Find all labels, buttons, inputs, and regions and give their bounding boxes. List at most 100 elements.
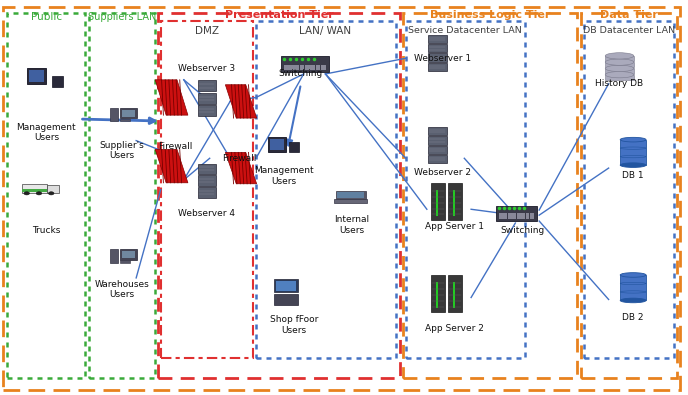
- Bar: [508, 213, 512, 219]
- Bar: [30, 70, 44, 82]
- Ellipse shape: [620, 137, 646, 142]
- Bar: [120, 249, 137, 260]
- Polygon shape: [155, 149, 188, 183]
- Bar: [521, 213, 525, 219]
- Text: Data Tier: Data Tier: [600, 10, 658, 20]
- Bar: [605, 56, 634, 61]
- Bar: [120, 119, 130, 121]
- Text: Supplier's
Users: Supplier's Users: [100, 141, 144, 160]
- Text: App Server 2: App Server 2: [425, 324, 484, 333]
- Bar: [122, 110, 136, 117]
- Bar: [427, 146, 447, 154]
- Bar: [605, 68, 634, 73]
- Bar: [109, 249, 118, 263]
- Bar: [109, 108, 118, 121]
- Bar: [120, 260, 130, 263]
- Bar: [427, 53, 447, 62]
- Bar: [620, 275, 646, 301]
- Bar: [334, 199, 367, 203]
- Bar: [198, 93, 216, 104]
- Bar: [22, 184, 47, 193]
- Text: Management
Users: Management Users: [17, 123, 76, 143]
- Bar: [337, 192, 364, 198]
- Bar: [499, 213, 503, 219]
- Bar: [427, 155, 447, 163]
- Bar: [198, 105, 216, 116]
- Bar: [300, 64, 304, 70]
- Circle shape: [24, 192, 30, 195]
- Bar: [496, 206, 537, 221]
- Ellipse shape: [620, 273, 646, 277]
- Polygon shape: [226, 152, 257, 184]
- Bar: [427, 136, 447, 145]
- Ellipse shape: [620, 163, 646, 167]
- Bar: [28, 68, 46, 84]
- Bar: [530, 213, 534, 219]
- Bar: [427, 127, 447, 135]
- Bar: [290, 142, 299, 152]
- Ellipse shape: [605, 59, 634, 65]
- Bar: [305, 64, 310, 70]
- Text: DMZ: DMZ: [195, 26, 219, 36]
- Text: Public: Public: [31, 12, 62, 22]
- Bar: [198, 164, 216, 174]
- Bar: [316, 64, 320, 70]
- Text: DB 2: DB 2: [623, 312, 644, 322]
- Text: Firewall: Firewall: [158, 142, 192, 151]
- Bar: [620, 140, 646, 165]
- Text: Trucks: Trucks: [32, 226, 61, 235]
- Ellipse shape: [620, 298, 646, 303]
- Bar: [605, 75, 634, 80]
- Bar: [504, 213, 507, 219]
- Bar: [453, 190, 455, 216]
- Text: Shop fFoor
Users: Shop fFoor Users: [270, 315, 319, 335]
- Text: Firewall: Firewall: [222, 154, 257, 163]
- Bar: [436, 282, 438, 308]
- Text: Presentation Tier: Presentation Tier: [225, 10, 334, 20]
- Polygon shape: [155, 80, 188, 115]
- Bar: [427, 63, 447, 71]
- Bar: [431, 183, 445, 220]
- Text: Business Logic Tier: Business Logic Tier: [430, 10, 550, 20]
- Bar: [52, 75, 63, 87]
- Bar: [198, 80, 216, 91]
- Bar: [281, 56, 329, 72]
- Bar: [453, 282, 455, 308]
- Text: Webserver 2: Webserver 2: [414, 167, 471, 177]
- Text: App Server 1: App Server 1: [425, 222, 484, 231]
- Text: History DB: History DB: [595, 79, 643, 88]
- Bar: [436, 190, 438, 216]
- Text: Service Datacenter LAN: Service Datacenter LAN: [408, 26, 522, 35]
- Bar: [268, 137, 286, 152]
- Text: Switching: Switching: [500, 226, 544, 235]
- Bar: [427, 35, 447, 43]
- Bar: [47, 184, 59, 193]
- Bar: [526, 213, 530, 219]
- Text: DB Datacenter LAN: DB Datacenter LAN: [583, 26, 675, 35]
- Ellipse shape: [605, 65, 634, 71]
- Text: Management
Users: Management Users: [254, 166, 314, 186]
- Bar: [120, 108, 137, 118]
- Bar: [321, 64, 325, 70]
- Text: Webserver 3: Webserver 3: [178, 64, 235, 73]
- Bar: [310, 64, 315, 70]
- Bar: [513, 213, 516, 219]
- Bar: [22, 189, 47, 192]
- Bar: [284, 64, 288, 70]
- Ellipse shape: [605, 71, 634, 78]
- Bar: [270, 139, 284, 150]
- Bar: [448, 275, 462, 312]
- Bar: [198, 175, 216, 186]
- Bar: [276, 281, 296, 291]
- Bar: [336, 191, 365, 199]
- Bar: [517, 213, 521, 219]
- Text: LAN/ WAN: LAN/ WAN: [299, 26, 352, 36]
- Polygon shape: [226, 85, 257, 118]
- Bar: [275, 280, 297, 292]
- Text: Webserver 1: Webserver 1: [414, 54, 471, 63]
- Text: DB 1: DB 1: [623, 171, 644, 181]
- Circle shape: [48, 192, 54, 195]
- Bar: [605, 62, 634, 67]
- Bar: [427, 44, 447, 53]
- Bar: [294, 64, 299, 70]
